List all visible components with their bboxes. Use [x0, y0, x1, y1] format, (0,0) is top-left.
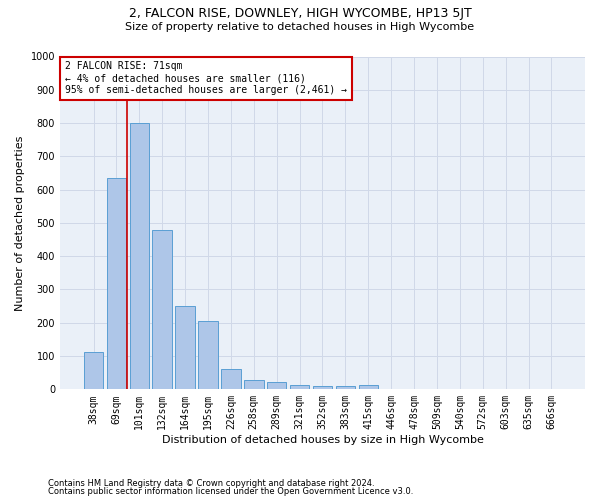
Bar	[267, 382, 286, 390]
Bar	[221, 370, 241, 390]
Text: Size of property relative to detached houses in High Wycombe: Size of property relative to detached ho…	[125, 22, 475, 32]
Bar	[130, 123, 149, 390]
Bar	[359, 386, 378, 390]
Text: 2, FALCON RISE, DOWNLEY, HIGH WYCOMBE, HP13 5JT: 2, FALCON RISE, DOWNLEY, HIGH WYCOMBE, H…	[128, 8, 472, 20]
Bar	[84, 352, 103, 390]
Bar	[107, 178, 126, 390]
Bar	[244, 380, 263, 390]
Bar	[290, 386, 309, 390]
Y-axis label: Number of detached properties: Number of detached properties	[15, 135, 25, 310]
Text: Contains public sector information licensed under the Open Government Licence v3: Contains public sector information licen…	[48, 487, 413, 496]
Bar	[175, 306, 195, 390]
Text: 2 FALCON RISE: 71sqm
← 4% of detached houses are smaller (116)
95% of semi-detac: 2 FALCON RISE: 71sqm ← 4% of detached ho…	[65, 62, 347, 94]
Bar	[198, 321, 218, 390]
Bar	[313, 386, 332, 390]
X-axis label: Distribution of detached houses by size in High Wycombe: Distribution of detached houses by size …	[161, 435, 484, 445]
Bar	[152, 230, 172, 390]
Bar	[335, 386, 355, 390]
Text: Contains HM Land Registry data © Crown copyright and database right 2024.: Contains HM Land Registry data © Crown c…	[48, 478, 374, 488]
